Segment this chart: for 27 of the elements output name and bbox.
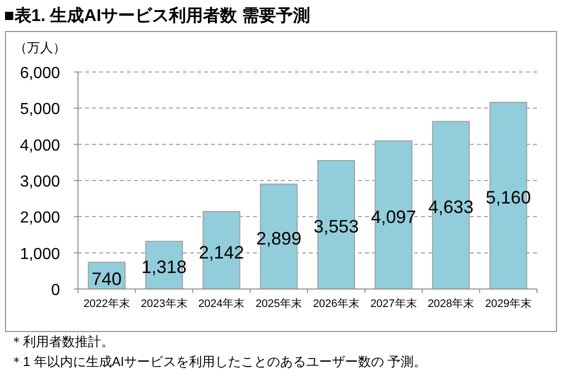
y-tick-label: 6,000 xyxy=(20,65,60,82)
data-label: 1,318 xyxy=(142,257,187,278)
x-tick-label: 2023年末 xyxy=(140,297,188,310)
data-label: 3,553 xyxy=(314,216,359,237)
y-tick-label: 3,000 xyxy=(20,174,60,190)
data-label: 2,142 xyxy=(198,242,244,262)
x-tick-label: 2022年末 xyxy=(83,297,130,310)
x-tick-label: 2024年末 xyxy=(198,297,245,310)
text: ＊1 年以内に生成AIサービスを利用したことのあるユーザー数の 予測。 xyxy=(10,354,427,369)
y-tick-label: 5,000 xyxy=(20,101,60,118)
data-label: 4,097 xyxy=(371,206,416,227)
y-tick-label: 0 xyxy=(51,282,60,299)
x-tick-label: 2027年末 xyxy=(370,297,417,310)
chart-title: ■表1. 生成AIサービス利用者数 需要予測 xyxy=(4,6,310,25)
data-label: 2,899 xyxy=(256,228,302,249)
x-tick-label: 2028年末 xyxy=(428,297,474,310)
y-axis-title: （万人） xyxy=(14,40,66,55)
data-label: 5,160 xyxy=(486,188,531,208)
x-tick-label: 2025年末 xyxy=(256,297,302,310)
y-tick-label: 4,000 xyxy=(20,137,60,154)
y-tick-label: 1,000 xyxy=(20,246,60,263)
y-tick-label: 2,000 xyxy=(20,210,60,227)
data-label: 740 xyxy=(92,269,122,289)
text: ＊利用者数推計。 xyxy=(10,334,114,349)
x-tick-label: 2026年末 xyxy=(312,297,360,310)
x-tick-label: 2029年末 xyxy=(485,297,532,310)
data-label: 4,633 xyxy=(428,197,474,218)
